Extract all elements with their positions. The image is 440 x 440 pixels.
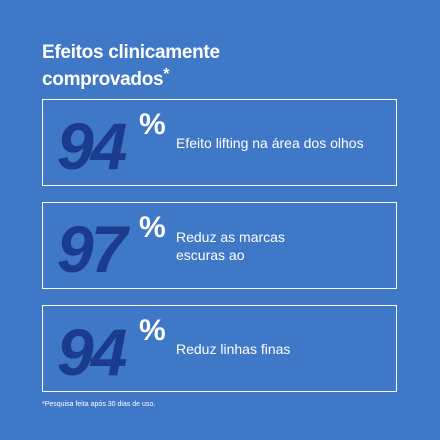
stat-text: Reduz linhas finas (176, 306, 290, 391)
stat-card: 94% Efeito lifting na área dos olhos (42, 99, 397, 186)
title: Efeitos clinicamente comprovados* (42, 42, 220, 91)
stat-number: 94 (57, 315, 127, 389)
stat-text: Reduz as marcas escuras ao (176, 203, 285, 288)
stat-text-line: Reduz as marcas (176, 228, 285, 245)
footnote: *Pesquisa feita após 30 dias de uso. (42, 401, 156, 408)
stat-number: 94 (57, 109, 127, 183)
stat-text-line: escuras ao (176, 246, 245, 263)
stat-unit: % (139, 314, 166, 347)
stat-card: 97% Reduz as marcas escuras ao (42, 202, 397, 289)
stat-unit: % (139, 108, 166, 141)
title-line: comprovados* (42, 64, 220, 91)
stat-text-line: Efeito lifting na área dos olhos (176, 134, 364, 151)
stat-text-line: Reduz linhas finas (176, 340, 291, 357)
stat-text: Efeito lifting na área dos olhos (176, 100, 364, 185)
stat-card: 94% Reduz linhas finas (42, 305, 397, 392)
title-line: Efeitos clinicamente (42, 42, 220, 63)
title-line: comprovados (42, 69, 164, 90)
stat-unit: % (139, 211, 166, 244)
title-mark: * (163, 66, 170, 83)
stat-number: 97 (57, 212, 127, 286)
